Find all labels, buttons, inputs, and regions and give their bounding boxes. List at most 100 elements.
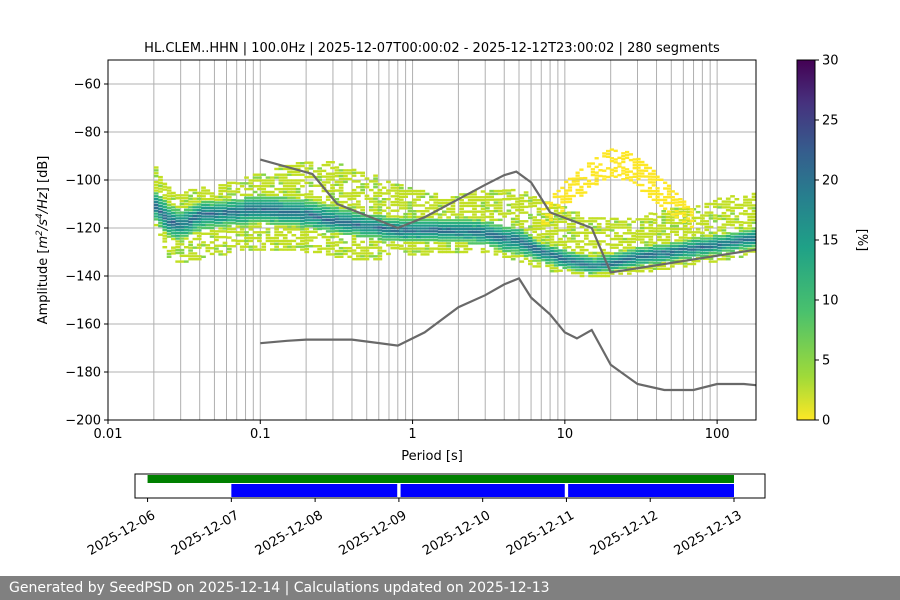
heatmap-cell bbox=[192, 237, 198, 241]
heatmap-cell bbox=[605, 228, 611, 232]
heatmap-cell bbox=[583, 257, 589, 260]
heatmap-cell bbox=[618, 255, 624, 258]
heatmap-cell bbox=[201, 215, 206, 218]
heatmap-cell bbox=[678, 207, 684, 210]
heatmap-cell bbox=[433, 218, 439, 222]
heatmap-cell bbox=[670, 213, 675, 216]
heatmap-cell bbox=[467, 198, 473, 202]
heatmap-cell bbox=[532, 196, 538, 199]
heatmap-cell bbox=[373, 226, 378, 229]
heatmap-cell bbox=[751, 218, 756, 222]
heatmap-cell bbox=[700, 246, 705, 249]
heatmap-cell bbox=[536, 210, 542, 213]
heatmap-cell bbox=[687, 213, 692, 217]
heatmap-cell bbox=[381, 238, 387, 241]
heatmap-cell bbox=[467, 233, 473, 236]
heatmap-cell bbox=[373, 174, 378, 177]
heatmap-cell bbox=[588, 240, 593, 243]
heatmap-cell bbox=[308, 204, 314, 208]
heatmap-cell bbox=[226, 181, 232, 185]
heatmap-cell bbox=[485, 233, 490, 236]
heatmap-cell bbox=[674, 259, 679, 262]
heatmap-cell bbox=[334, 241, 340, 244]
heatmap-cell bbox=[291, 208, 297, 211]
heatmap-cell bbox=[312, 184, 318, 187]
heatmap-cell bbox=[429, 207, 434, 210]
heatmap-cell bbox=[321, 212, 327, 216]
heatmap-cell bbox=[657, 215, 662, 219]
heatmap-cell bbox=[532, 247, 538, 251]
heatmap-cell bbox=[381, 203, 387, 207]
heatmap-cell bbox=[226, 204, 232, 208]
heatmap-cell bbox=[291, 185, 297, 188]
heatmap-cell bbox=[244, 202, 249, 205]
heatmap-cell bbox=[351, 234, 357, 238]
heatmap-cell bbox=[689, 208, 694, 211]
heatmap-cell bbox=[725, 240, 731, 244]
heatmap-cell bbox=[583, 228, 589, 232]
heatmap-cell bbox=[609, 243, 615, 246]
heatmap-cell bbox=[171, 232, 176, 235]
heatmap-cell bbox=[493, 198, 499, 201]
heatmap-cell bbox=[330, 224, 335, 227]
heatmap-cell bbox=[691, 234, 697, 237]
heatmap-cell bbox=[730, 255, 735, 258]
heatmap-cell bbox=[420, 238, 426, 242]
heatmap-cell bbox=[343, 209, 348, 212]
heatmap-cell bbox=[592, 220, 598, 223]
heatmap-cell bbox=[545, 244, 550, 247]
heatmap-cell bbox=[700, 248, 705, 252]
heatmap-cell bbox=[666, 187, 672, 190]
heatmap-cell bbox=[390, 246, 396, 250]
heatmap-cell bbox=[545, 238, 550, 242]
heatmap-cell bbox=[652, 250, 658, 253]
chart-title: HL.CLEM..HHN | 100.0Hz | 2025-12-07T00:0… bbox=[144, 41, 720, 56]
heatmap-cell bbox=[291, 205, 297, 208]
heatmap-cell bbox=[330, 178, 335, 181]
heatmap-cell bbox=[300, 236, 305, 240]
heatmap-cell bbox=[265, 179, 271, 182]
heatmap-cell bbox=[575, 271, 581, 275]
heatmap-cell bbox=[269, 196, 275, 199]
heatmap-cell bbox=[622, 223, 628, 226]
heatmap-cell bbox=[639, 238, 645, 241]
heatmap-cell bbox=[579, 246, 585, 249]
heatmap-cell bbox=[244, 225, 249, 228]
heatmap-cell bbox=[579, 185, 584, 189]
heatmap-cell bbox=[459, 222, 464, 225]
heatmap-cell bbox=[252, 208, 258, 211]
heatmap-cell bbox=[670, 198, 675, 202]
heatmap-cell bbox=[226, 247, 232, 251]
heatmap-cell bbox=[553, 246, 559, 250]
heatmap-cell bbox=[738, 203, 744, 207]
heatmap-cell bbox=[231, 204, 236, 208]
heatmap-cell bbox=[648, 226, 654, 230]
heatmap-cell bbox=[515, 255, 520, 258]
heatmap-cell bbox=[628, 153, 634, 156]
heatmap-cell bbox=[196, 203, 202, 206]
heatmap-cell bbox=[214, 207, 219, 210]
heatmap-cell bbox=[257, 222, 262, 225]
heatmap-cell bbox=[463, 233, 469, 236]
heatmap-cell bbox=[355, 171, 361, 174]
heatmap-cell bbox=[312, 224, 318, 228]
heatmap-cell bbox=[407, 250, 413, 253]
heatmap-cell bbox=[596, 266, 602, 269]
heatmap-cell bbox=[562, 240, 568, 244]
heatmap-cell bbox=[274, 210, 279, 214]
heatmap-cell bbox=[532, 236, 538, 239]
heatmap-cell bbox=[278, 222, 284, 225]
heatmap-cell bbox=[403, 235, 409, 239]
heatmap-cell bbox=[626, 232, 632, 235]
x-tick-label: 1 bbox=[408, 427, 416, 442]
heatmap-cell bbox=[558, 252, 563, 255]
heatmap-cell bbox=[360, 255, 365, 258]
heatmap-cell bbox=[183, 214, 189, 217]
heatmap-cell bbox=[231, 207, 236, 210]
heatmap-cell bbox=[485, 224, 490, 227]
heatmap-cell bbox=[598, 174, 603, 178]
heatmap-cell bbox=[682, 219, 688, 222]
heatmap-cell bbox=[394, 209, 400, 212]
heatmap-cell bbox=[704, 237, 710, 240]
heatmap-cell bbox=[560, 186, 565, 190]
